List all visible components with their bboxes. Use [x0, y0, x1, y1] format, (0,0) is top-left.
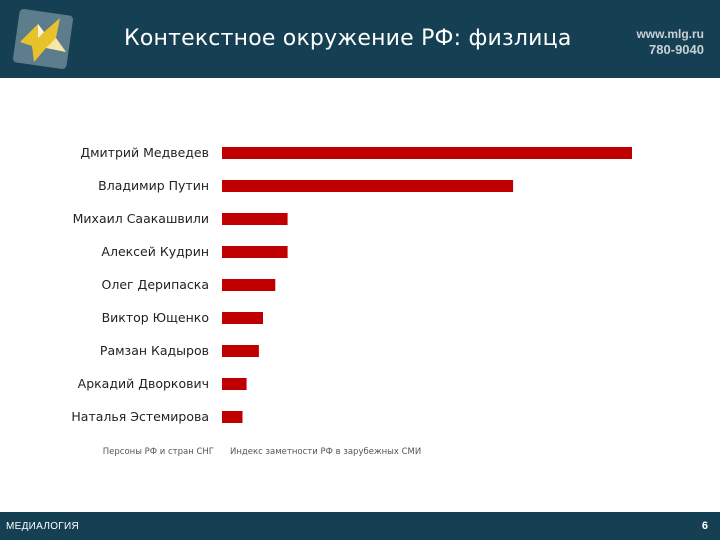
- bar: [222, 147, 632, 159]
- bar: [222, 246, 288, 258]
- site-url[interactable]: www.mlg.ru: [636, 27, 704, 41]
- category-label: Михаил Саакашвили: [73, 211, 209, 226]
- category-label: Олег Дерипаска: [102, 277, 210, 292]
- site-info: www.mlg.ru 780-9040: [636, 27, 704, 57]
- category-label: Рамзан Кадыров: [100, 343, 209, 358]
- brand-name: МЕДИАЛОГИЯ: [6, 521, 80, 532]
- category-label: Аркадий Дворкович: [78, 376, 209, 391]
- x-axis-label: Индекс заметности РФ в зарубежных СМИ: [230, 447, 421, 457]
- bar: [222, 213, 288, 225]
- medialogia-logo-icon: [13, 9, 73, 69]
- bar: [222, 312, 263, 324]
- slide-title: Контекстное окружение РФ: физлица: [124, 26, 572, 51]
- bar: [222, 180, 514, 192]
- y-axis-label: Персоны РФ и стран СНГ: [103, 447, 214, 457]
- category-label: Виктор Ющенко: [102, 310, 209, 325]
- category-label: Наталья Эстемирова: [71, 409, 209, 424]
- bar: [222, 345, 259, 357]
- footer-bar: МЕДИАЛОГИЯ 6: [0, 512, 720, 540]
- category-label: Владимир Путин: [98, 178, 209, 193]
- bar: [222, 411, 243, 423]
- header-bar: Контекстное окружение РФ: физлица www.ml…: [0, 0, 720, 78]
- bar-chart: Дмитрий Медведев Владимир Путин Михаил Саа…: [71, 145, 632, 457]
- page-number: 6: [701, 520, 708, 532]
- phone-number: 780-9040: [649, 42, 704, 57]
- category-label: Алексей Кудрин: [101, 244, 209, 259]
- bar: [222, 378, 247, 390]
- category-label: Дмитрий Медведев: [80, 145, 209, 160]
- bar: [222, 279, 276, 291]
